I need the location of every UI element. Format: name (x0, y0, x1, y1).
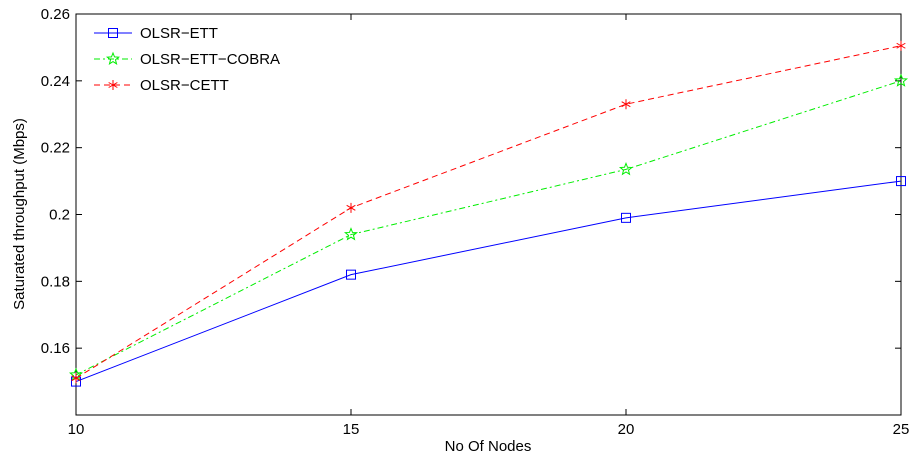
data-point (71, 373, 81, 384)
legend: OLSR−ETT OLSR−ETT−COBRA OLSR−CETT (94, 25, 280, 94)
marker-star (618, 162, 634, 176)
y-tick-label: 0.16 (41, 340, 70, 357)
y-tick-label: 0.26 (41, 6, 70, 23)
marker-asterisk (346, 202, 356, 213)
y-tick-label: 0.2 (49, 207, 70, 224)
marker-asterisk-arm (108, 82, 118, 88)
data-point (346, 202, 356, 213)
marker-asterisk-arm (346, 204, 356, 211)
marker-square (346, 269, 356, 280)
data-point (621, 212, 631, 223)
marker-square (621, 212, 631, 223)
data-point (621, 99, 631, 110)
series-line (75, 80, 902, 376)
x-tick-label: 25 (893, 421, 910, 438)
legend-item-0: OLSR−ETT (94, 25, 218, 42)
data-point (896, 176, 906, 187)
series-1 (68, 73, 909, 381)
y-axis-title: Saturated throughput (Mbps) (11, 118, 28, 310)
series-line (75, 180, 902, 383)
legend-label: OLSR−ETT (140, 25, 218, 42)
ticks: 10 15 20 25 0.16 0.18 0.2 0.22 0.24 0.26 (41, 6, 910, 438)
legend-label: OLSR−ETT−COBRA (140, 51, 280, 68)
data-point (346, 269, 356, 280)
data-point (343, 227, 359, 241)
series-layer (68, 40, 909, 387)
y-tick-label: 0.22 (41, 140, 70, 157)
marker-star (105, 51, 121, 65)
marker-asterisk (71, 373, 81, 384)
x-tick-label: 20 (618, 421, 635, 438)
legend-item-1: OLSR−ETT−COBRA (94, 51, 280, 68)
y-tick-label: 0.24 (41, 73, 70, 90)
legend-item-2: OLSR−CETT (94, 77, 229, 94)
x-axis-title: No Of Nodes (445, 438, 532, 455)
data-point (618, 162, 634, 176)
series-2 (71, 40, 906, 384)
marker-asterisk-arm (621, 101, 631, 108)
x-tick-label: 10 (68, 421, 85, 438)
y-tick-label: 0.18 (41, 273, 70, 290)
marker-square (896, 176, 906, 187)
marker-asterisk (621, 99, 631, 110)
marker-asterisk-arm (71, 375, 81, 382)
series-0 (71, 176, 906, 387)
marker-asterisk (108, 80, 118, 90)
x-tick-label: 15 (343, 421, 360, 438)
data-point (893, 73, 909, 87)
legend-label: OLSR−CETT (140, 77, 229, 94)
marker-star (343, 227, 359, 241)
data-point (896, 40, 906, 51)
marker-square (108, 28, 118, 38)
marker-asterisk-arm (896, 42, 906, 49)
series-line (75, 45, 902, 379)
plot-area (75, 13, 902, 416)
marker-star (893, 73, 909, 87)
marker-asterisk (896, 40, 906, 51)
